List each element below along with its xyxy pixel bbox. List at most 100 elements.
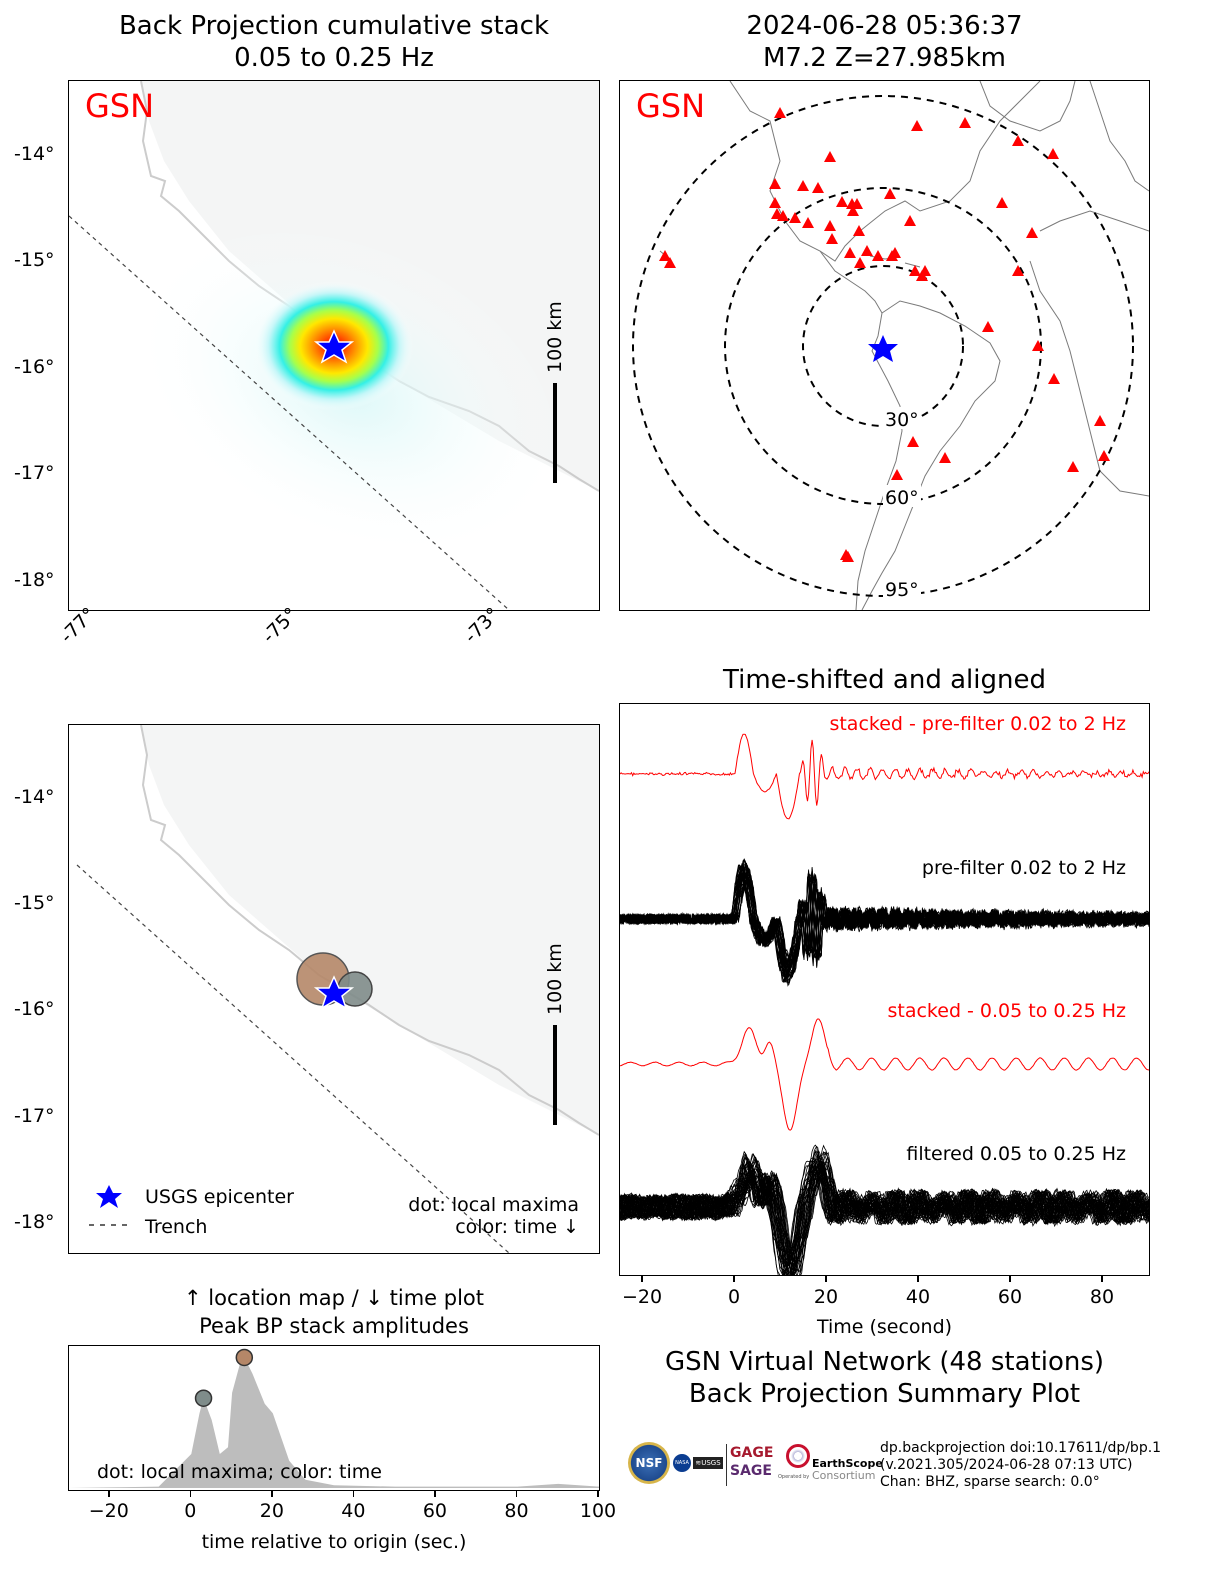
- peak-x-tick-mark: [352, 1491, 355, 1497]
- peak-maxima-dot: [235, 1348, 254, 1367]
- station-marker: [826, 233, 838, 244]
- station-marker: [911, 120, 923, 131]
- loc-lat-tick: -17°: [14, 1105, 55, 1127]
- ring-label-bg: [883, 485, 921, 507]
- epicenter-star: [313, 975, 355, 1010]
- peak-plot-xlabel: time relative to origin (sec.): [201, 1531, 467, 1553]
- peak-x-tick-mark: [271, 1491, 273, 1497]
- station-marker: [1012, 265, 1024, 276]
- gage-text: GAGE: [730, 1445, 774, 1461]
- station-marker: [884, 188, 896, 199]
- station-marker: [907, 436, 919, 447]
- station-marker: [1012, 135, 1024, 146]
- loc-lat-tick: -15°: [14, 892, 55, 914]
- continent-outlines: [659, 81, 1149, 610]
- maxima-note-line1: dot: local maxima: [408, 1194, 579, 1216]
- summary-line2: Back Projection Summary Plot: [688, 1379, 1081, 1409]
- north-america-outline: [729, 81, 1041, 262]
- waveform-trace: [620, 1145, 1149, 1275]
- waveform-panel: stacked - pre-filter 0.02 to 2 Hz pre-fi…: [619, 703, 1150, 1276]
- peak-x-tick-label: 100: [579, 1500, 617, 1522]
- sage-text: SAGE: [730, 1463, 772, 1479]
- bp-lat-tick: -17°: [14, 462, 55, 484]
- bp-lat-tick: -15°: [14, 249, 55, 271]
- epicenter-star: [868, 335, 898, 362]
- waveform-x-tick-label: −20: [621, 1286, 663, 1308]
- waveform-trace: [620, 1150, 1149, 1275]
- station-map-title-line2: M7.2 Z=27.985km: [762, 43, 1006, 73]
- station-marker: [959, 117, 971, 128]
- peak-x-tick-mark: [108, 1491, 110, 1497]
- ring-label-60: 60°: [885, 487, 919, 509]
- bp-map-title: Back Projection cumulative stack 0.05 to…: [68, 10, 600, 74]
- waveform-x-tick-mark: [641, 1276, 643, 1282]
- usgs-logo: ≋USGS: [693, 1457, 723, 1469]
- footer-line2: (v.2021.305/2024-06-28 07:13 UTC): [880, 1457, 1133, 1473]
- earthscope-icon: [786, 1444, 810, 1468]
- station-marker: [812, 182, 824, 193]
- waveform-x-tick-label: 20: [813, 1286, 839, 1308]
- peak-maxima-dots: [194, 1348, 254, 1407]
- station-marker: [836, 196, 848, 207]
- stations-group: [659, 107, 1110, 562]
- station-map-title: 2024-06-28 05:36:37 M7.2 Z=27.985km: [619, 10, 1150, 74]
- waveform-x-tick-mark: [825, 1276, 827, 1282]
- nsf-logo: NSF: [628, 1442, 670, 1484]
- peak-x-tick-label: 40: [341, 1500, 366, 1522]
- waveform-trace: [620, 873, 1149, 970]
- peak-x-tick-label: 60: [422, 1500, 448, 1522]
- nasa-logo: NASA: [673, 1454, 691, 1472]
- peak-plot-panel: dot: local maxima; color: time: [68, 1345, 600, 1491]
- station-marker: [916, 270, 928, 281]
- legend-star-icon: [96, 1185, 122, 1208]
- loc-lat-tick: -14°: [14, 786, 55, 808]
- station-marker: [1094, 415, 1106, 426]
- station-marker: [1048, 373, 1060, 384]
- greenland-outline: [979, 81, 1076, 132]
- peak-x-tick-mark: [597, 1491, 599, 1497]
- station-marker: [1032, 340, 1044, 351]
- epicenter-star: [313, 329, 355, 364]
- station-marker: [1098, 450, 1110, 461]
- bp-heatmap-panel: 100 km GSN: [68, 80, 600, 611]
- gage-sage-logo: GAGE SAGE: [730, 1444, 773, 1480]
- bp-map-title-line1: Back Projection cumulative stack: [118, 11, 550, 41]
- peak-x-tick-mark: [515, 1491, 518, 1497]
- bp-lat-tick: -18°: [14, 569, 55, 591]
- nasa-logo-text: NASA: [675, 1460, 689, 1466]
- earthscope-logo: EarthScope Consortium: [812, 1458, 883, 1482]
- ring-label-bg: [883, 407, 921, 429]
- trench-line: [69, 215, 510, 610]
- station-marker: [842, 551, 854, 562]
- bp-network-label: GSN: [85, 87, 155, 125]
- land-area: [141, 725, 599, 1135]
- central-america-outline: [819, 250, 883, 314]
- loc-lat-tick: -18°: [14, 1211, 55, 1233]
- peak-x-tick-mark: [434, 1491, 436, 1497]
- waveform-label-prefilter: pre-filter 0.02 to 2 Hz: [922, 857, 1126, 879]
- station-marker: [851, 198, 863, 209]
- footer-line1: dp.backprojection doi:10.17611/dp/bp.1: [880, 1440, 1162, 1456]
- bp-lat-tick: -16°: [14, 356, 55, 378]
- ring-label-30: 30°: [885, 409, 919, 431]
- station-marker: [861, 245, 873, 256]
- maxima-note-line2: color: time ↓: [455, 1216, 579, 1238]
- ring-30: [802, 265, 964, 427]
- waveform-x-tick-mark: [1101, 1276, 1103, 1282]
- south-america-outline: [855, 300, 1001, 610]
- station-marker: [769, 178, 781, 189]
- peak-plot-title: ↑ location map / ↓ time plot Peak BP sta…: [68, 1284, 600, 1340]
- station-map-panel: 30° 60° 95° GSN: [619, 80, 1150, 611]
- waveform-x-tick-mark: [733, 1276, 735, 1282]
- peak-x-tick-mark: [189, 1491, 192, 1497]
- station-marker: [854, 257, 866, 268]
- consortium-text: Consortium: [812, 1469, 876, 1482]
- europe-outline: [1089, 81, 1149, 192]
- waveform-label-filtered: filtered 0.05 to 0.25 Hz: [906, 1143, 1126, 1165]
- station-map-svg: 30° 60° 95°: [632, 81, 1149, 610]
- station-marker: [802, 217, 814, 228]
- waveform-trace: [620, 1156, 1149, 1272]
- station-marker: [1047, 148, 1059, 159]
- waveform-x-tick-mark: [1009, 1276, 1011, 1282]
- station-marker: [891, 469, 903, 480]
